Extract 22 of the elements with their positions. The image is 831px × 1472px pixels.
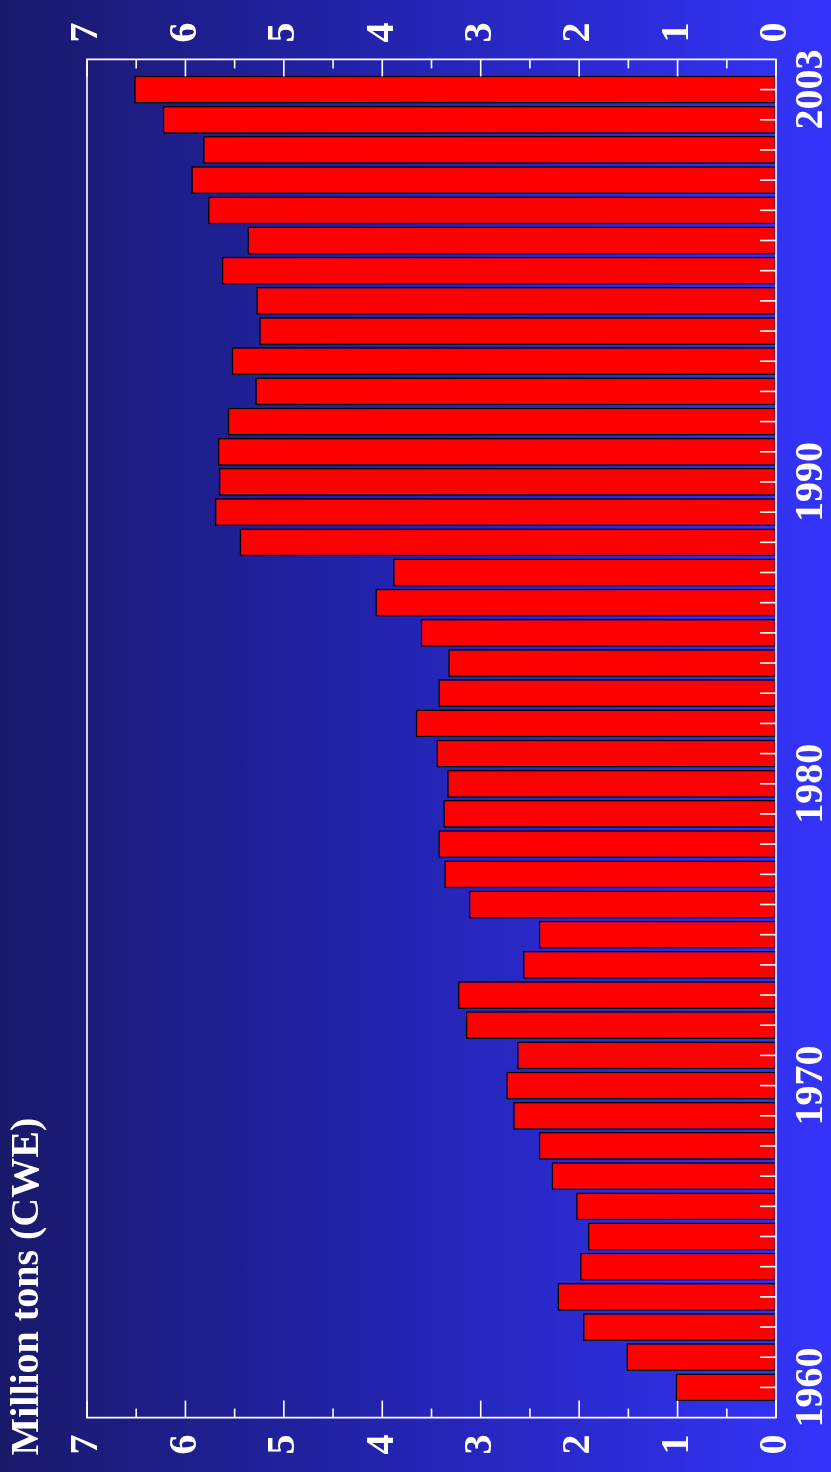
text: Million tons (CWE) bbox=[2, 1117, 48, 1456]
x2-tick-label: 7 bbox=[61, 22, 107, 43]
x-tick-label: 3 bbox=[455, 1434, 501, 1455]
y-tick-label: 2003 bbox=[786, 49, 831, 130]
x-tick-label: 5 bbox=[258, 1434, 304, 1455]
x2-tick-label: 5 bbox=[258, 22, 304, 43]
x-tick-label: 0 bbox=[750, 1434, 796, 1455]
x-tick-label: 1 bbox=[651, 1434, 697, 1455]
y-tick-label: 1960 bbox=[786, 1347, 831, 1428]
x-tick-label: 2 bbox=[553, 1434, 599, 1455]
x2-tick-label: 4 bbox=[356, 22, 402, 43]
x2-tick-label: 3 bbox=[455, 22, 501, 43]
x2-tick-label: 0 bbox=[750, 22, 796, 43]
x-tick-label: 7 bbox=[61, 1434, 107, 1455]
x-tick-label: 6 bbox=[159, 1434, 205, 1455]
x2-tick-label: 6 bbox=[159, 22, 205, 43]
y-tick-label: 1990 bbox=[786, 441, 831, 522]
y-tick-label: 1970 bbox=[786, 1045, 831, 1126]
x2-tick-label: 2 bbox=[553, 22, 599, 43]
x-tick-label: 4 bbox=[356, 1434, 402, 1455]
y-tick-label: 1980 bbox=[786, 743, 831, 824]
x2-tick-label: 1 bbox=[651, 22, 697, 43]
